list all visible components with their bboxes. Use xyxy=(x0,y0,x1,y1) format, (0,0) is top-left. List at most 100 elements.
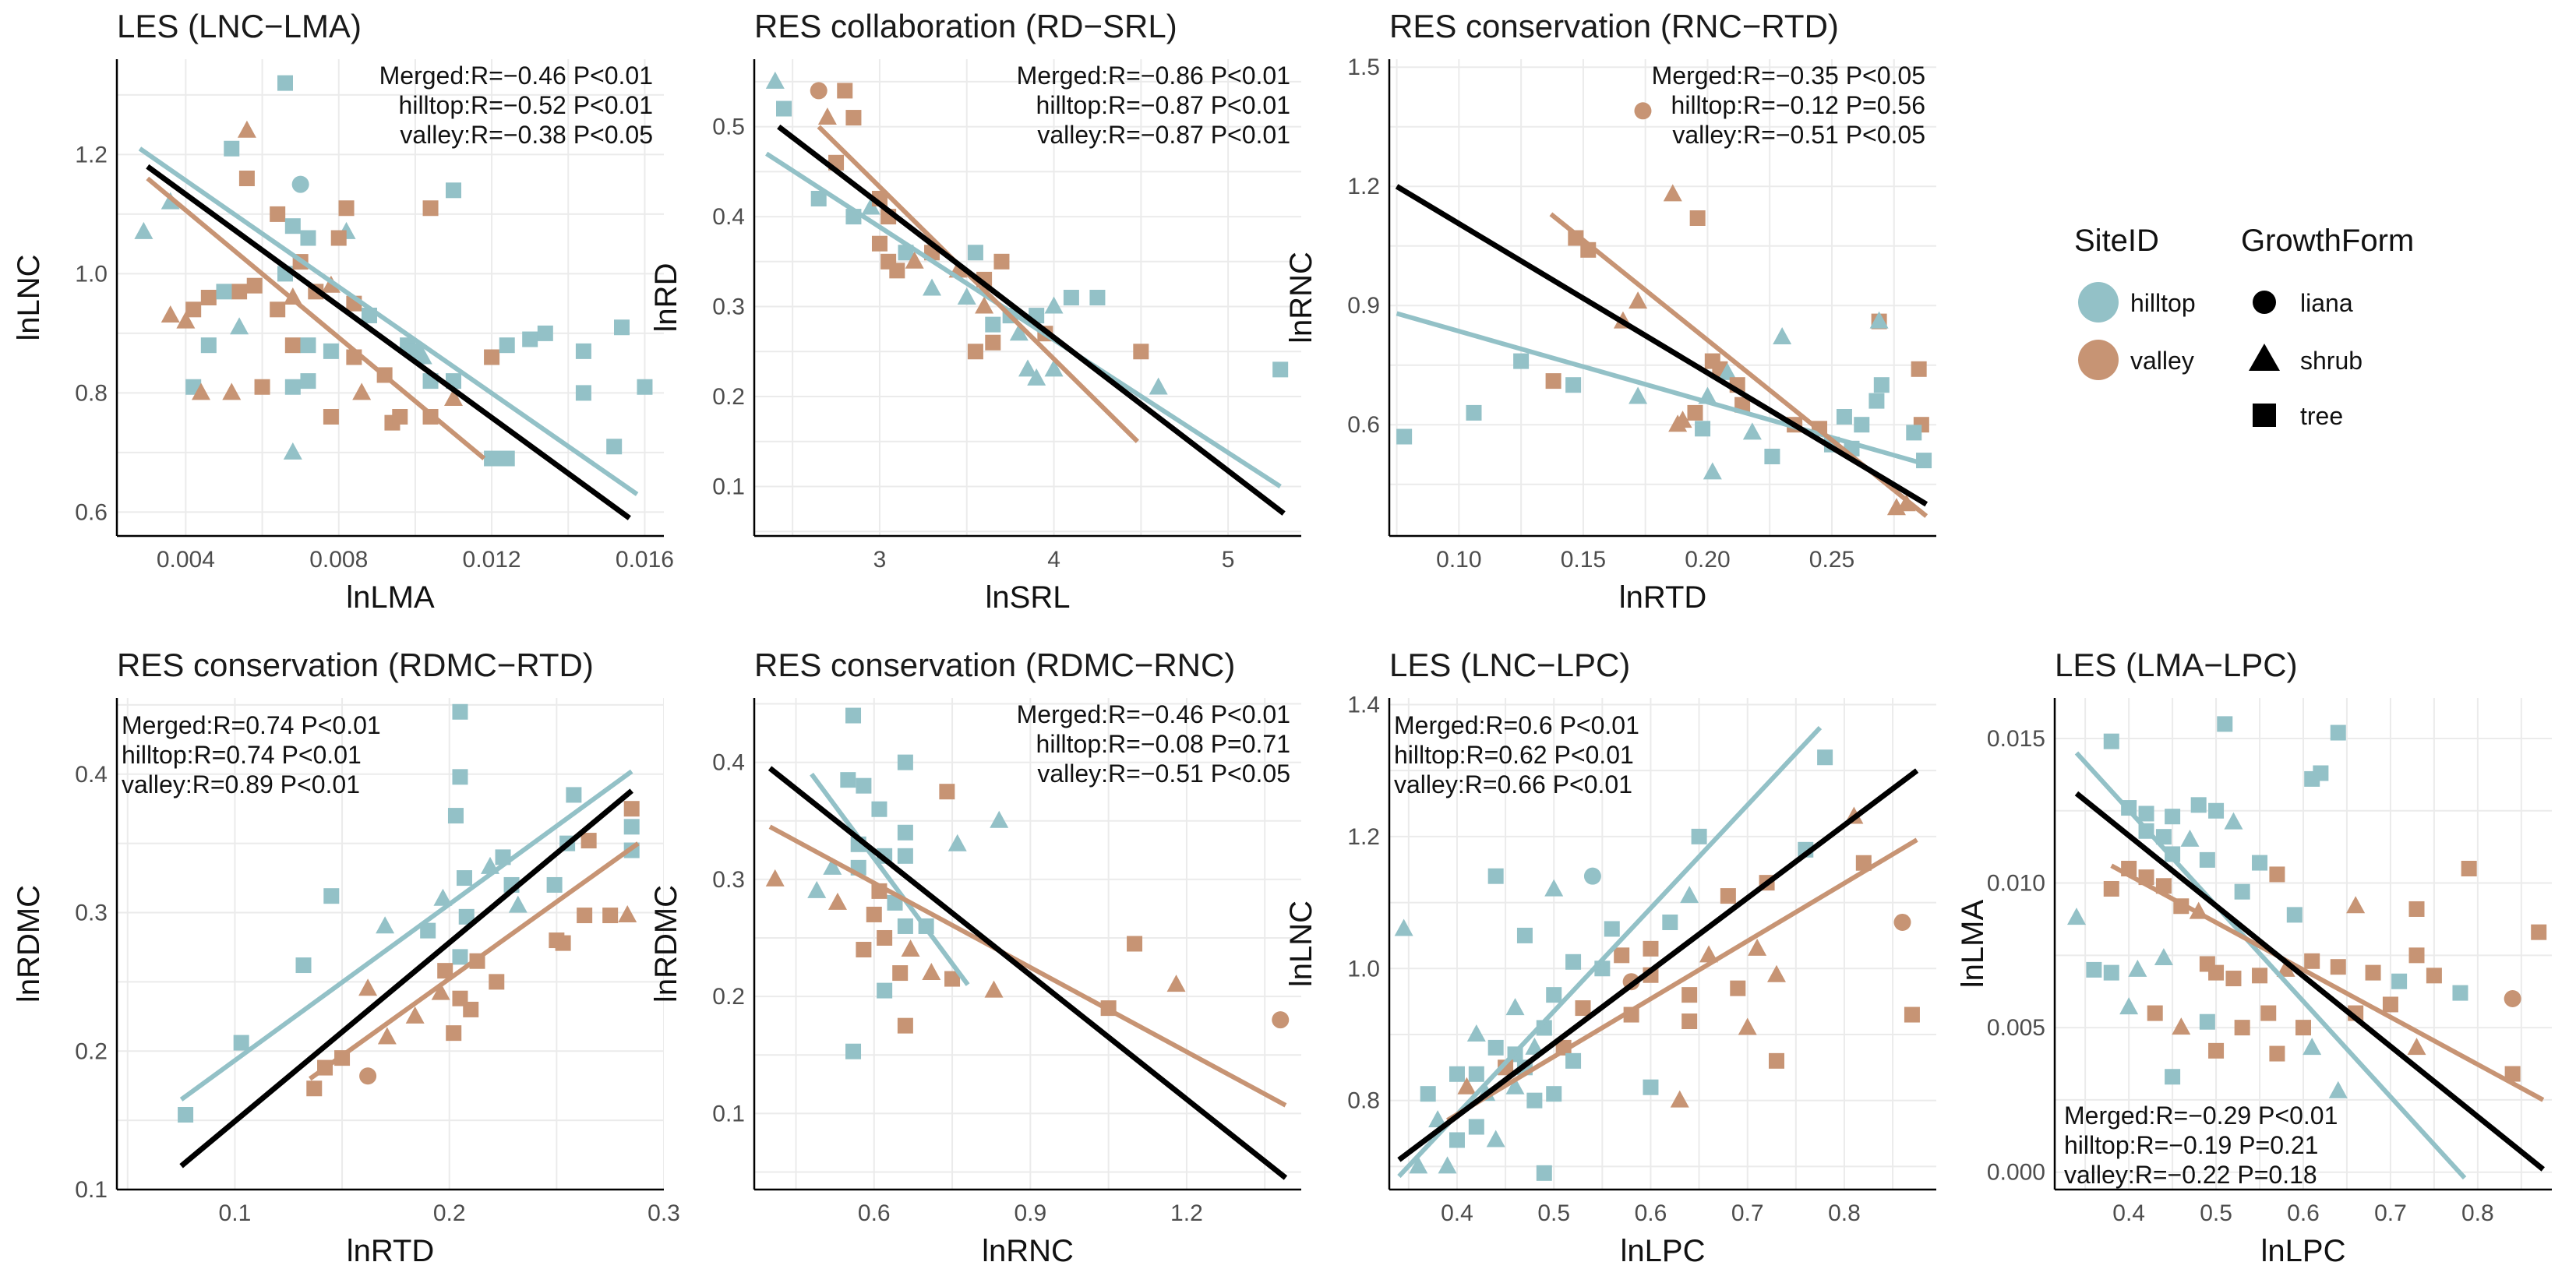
regression-line-hilltop xyxy=(810,772,970,986)
data-point-hilltop-square xyxy=(1604,921,1620,937)
data-point-valley-square xyxy=(338,200,355,217)
y-tick-label: 1.0 xyxy=(75,261,108,287)
data-point-valley-square xyxy=(2269,1045,2285,1062)
data-point-valley-triangle xyxy=(431,982,450,1000)
data-point-valley-square xyxy=(1687,404,1703,421)
data-point-hilltop-square xyxy=(1764,449,1780,464)
legend-circle-icon xyxy=(2253,291,2276,314)
x-axis-label: lnRTD xyxy=(347,1234,435,1268)
data-point-valley-square xyxy=(877,929,893,946)
data-point-valley-triangle xyxy=(222,382,242,400)
data-point-valley-square xyxy=(897,1017,913,1034)
x-tick-label: 0.1 xyxy=(219,1200,252,1226)
data-point-hilltop-square xyxy=(1468,1119,1484,1135)
y-tick-label: 1.4 xyxy=(1347,692,1380,717)
x-tick-label: 4 xyxy=(1047,547,1060,573)
data-point-valley-square xyxy=(2234,1020,2250,1036)
data-point-valley-circle xyxy=(810,82,827,100)
chart-title: LES (LNC−LMA) xyxy=(117,8,362,44)
y-axis-label: lnRD xyxy=(649,263,683,333)
legend-swatch-valley xyxy=(2078,340,2119,380)
data-point-hilltop-square xyxy=(2452,985,2468,1001)
y-axis-label: lnLMA xyxy=(1956,899,1990,988)
y-tick-label: 0.5 xyxy=(712,115,745,140)
data-point-hilltop-square xyxy=(499,337,515,354)
data-point-valley-square xyxy=(871,235,887,252)
stats-line: hilltop:R=−0.19 P=0.21 xyxy=(2064,1131,2318,1159)
data-point-hilltop-square xyxy=(1516,927,1533,943)
data-point-hilltop-square xyxy=(1817,749,1833,766)
stats-line: hilltop:R=−0.12 P=0.56 xyxy=(1671,91,1925,119)
y-tick-label: 0.3 xyxy=(712,867,745,893)
data-point-hilltop-triangle xyxy=(947,834,967,851)
data-point-hilltop-square xyxy=(897,754,913,770)
data-point-hilltop-square xyxy=(2208,802,2225,819)
data-point-valley-triangle xyxy=(922,963,941,981)
data-point-hilltop-square xyxy=(200,337,217,354)
x-tick-label: 5 xyxy=(1222,547,1235,573)
data-point-hilltop-triangle xyxy=(1009,323,1029,341)
y-tick-label: 0.6 xyxy=(1347,412,1380,438)
data-point-hilltop-square xyxy=(1565,954,1582,970)
data-point-hilltop-square xyxy=(2103,964,2119,981)
data-point-hilltop-square xyxy=(1487,1039,1504,1056)
data-point-hilltop-square xyxy=(452,949,468,965)
data-point-valley-square xyxy=(306,1080,323,1097)
data-point-hilltop-square xyxy=(1662,914,1678,930)
data-point-hilltop-triangle xyxy=(1466,1024,1486,1042)
data-point-valley-triangle xyxy=(377,1027,397,1045)
data-point-hilltop-square xyxy=(300,230,316,246)
y-tick-label: 1.0 xyxy=(1347,956,1380,982)
data-point-hilltop-square xyxy=(447,808,464,824)
data-point-hilltop-circle xyxy=(291,175,309,193)
data-point-hilltop-triangle xyxy=(957,287,976,305)
regression-line-valley xyxy=(2110,863,2545,1102)
x-tick-label: 0.016 xyxy=(616,547,674,573)
data-point-hilltop-triangle xyxy=(230,317,249,335)
data-point-valley-square xyxy=(993,253,1010,270)
data-point-valley-square xyxy=(1133,344,1149,360)
x-axis-label: lnLPC xyxy=(1621,1234,1706,1268)
data-point-hilltop-triangle xyxy=(1505,998,1525,1016)
data-point-valley-square xyxy=(1768,1052,1784,1069)
chart-title: LES (LMA−LPC) xyxy=(2055,647,2298,683)
regression-line-valley xyxy=(309,841,640,1081)
data-point-valley-square xyxy=(1568,230,1584,246)
data-point-valley-square xyxy=(944,971,961,987)
x-tick-label: 0.5 xyxy=(1537,1200,1570,1226)
data-point-valley-triangle xyxy=(2276,959,2295,977)
data-point-hilltop-triangle xyxy=(413,347,432,365)
data-point-hilltop-triangle xyxy=(134,221,154,239)
regression-line-hilltop xyxy=(2074,751,2467,1180)
x-tick-label: 0.2 xyxy=(433,1200,466,1226)
gridlines xyxy=(1389,698,1936,1190)
data-point-valley-square xyxy=(2260,1005,2277,1021)
legend-growth-tree: tree xyxy=(2253,402,2343,430)
data-point-hilltop-triangle xyxy=(1486,1130,1505,1147)
data-point-valley-square xyxy=(489,974,505,990)
x-tick-label: 0.5 xyxy=(2200,1200,2232,1226)
chart-panel: 0.10 0.15 0.20 0.25 0.6 0.9 1.2 1.5 RES conserva… xyxy=(1284,8,1936,615)
regression-lines xyxy=(2074,751,2546,1180)
legend-site-label-hilltop: hilltop xyxy=(2130,289,2196,317)
y-tick-label: 0.8 xyxy=(1347,1088,1380,1114)
data-point-hilltop-square xyxy=(2103,733,2119,749)
data-point-valley-square xyxy=(200,290,217,305)
data-point-valley-square xyxy=(2365,964,2381,981)
regression-line-valley xyxy=(146,176,486,460)
data-point-hilltop-square xyxy=(1546,987,1562,1003)
data-point-hilltop-square xyxy=(233,1035,249,1051)
data-point-hilltop-square xyxy=(484,450,500,467)
x-tick-label: 0.7 xyxy=(1731,1200,1764,1226)
stats-line: valley:R=−0.22 P=0.18 xyxy=(2064,1161,2317,1189)
data-point-hilltop-triangle xyxy=(1505,1077,1525,1095)
y-tick-label: 0.2 xyxy=(712,984,745,1010)
data-point-hilltop-triangle xyxy=(1703,462,1722,480)
data-point-hilltop-square xyxy=(295,957,312,974)
data-point-hilltop-square xyxy=(284,379,301,395)
x-axis-label: lnSRL xyxy=(986,580,1071,615)
